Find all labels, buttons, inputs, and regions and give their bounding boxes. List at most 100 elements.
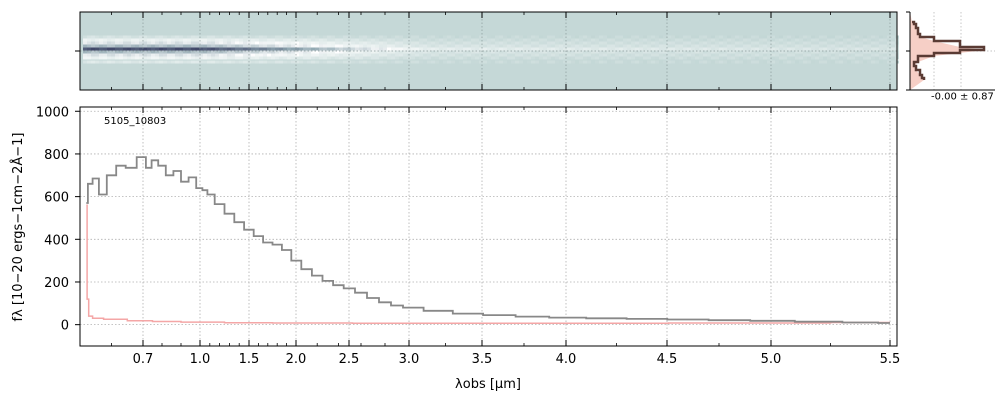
spectrum-2d-pixel xyxy=(263,50,267,54)
spectrum-2d-pixel xyxy=(807,41,811,45)
spectrum-2d-pixel xyxy=(839,38,843,42)
spectrum-2d-pixel xyxy=(539,41,543,45)
spectrum-2d-pixel xyxy=(95,41,99,45)
profile-fill xyxy=(910,12,984,90)
spectrum-2d-pixel xyxy=(243,35,247,39)
spectrum-2d-pixel xyxy=(415,50,419,54)
spectrum-2d-pixel xyxy=(727,47,731,51)
spectrum-2d-pixel xyxy=(487,47,491,51)
spectrum-2d-pixel xyxy=(711,35,715,39)
spectrum-2d-pixel xyxy=(163,53,167,57)
spectrum-2d-pixel xyxy=(123,53,127,57)
spectrum-2d-pixel xyxy=(187,35,191,39)
spectrum-2d-pixel xyxy=(675,44,679,48)
spectrum-2d-pixel xyxy=(279,56,283,60)
spectrum-2d-pixel xyxy=(551,53,555,57)
spectrum-2d-pixel xyxy=(311,44,315,48)
spectrum-2d-pixel xyxy=(747,47,751,51)
spectrum-2d-pixel xyxy=(563,47,567,51)
spectrum-2d-pixel xyxy=(151,60,155,64)
spectrum-2d-pixel xyxy=(343,38,347,42)
spectrum-2d-pixel xyxy=(831,38,835,42)
spectrum-2d-pixel xyxy=(175,50,179,54)
spectrum-2d-pixel xyxy=(627,41,631,45)
spectrum-2d-pixel xyxy=(807,60,811,64)
spectrum-2d-pixel xyxy=(127,38,131,42)
spectrum-2d-pixel xyxy=(703,44,707,48)
spectrum-2d-pixel xyxy=(531,47,535,51)
y-tick-label: 0 xyxy=(61,319,69,334)
spectrum-2d-pixel xyxy=(143,47,147,51)
spectrum-2d-pixel xyxy=(459,38,463,42)
spectrum-2d-pixel xyxy=(123,38,127,42)
spectrum-2d-pixel xyxy=(767,60,771,64)
spectrum-2d-pixel xyxy=(715,38,719,42)
spectrum-2d-pixel xyxy=(363,41,367,45)
spectrum-2d-pixel xyxy=(791,60,795,64)
spectrum-2d-pixel xyxy=(671,35,675,39)
spectrum-2d-pixel xyxy=(655,35,659,39)
spectrum-2d-pixel xyxy=(775,60,779,64)
spectrum-2d-pixel xyxy=(731,41,735,45)
spectrum-2d-pixel xyxy=(723,50,727,54)
spectrum-2d-pixel xyxy=(719,47,723,51)
spectrum-2d-pixel xyxy=(267,38,271,42)
spectrum-2d-pixel xyxy=(819,56,823,60)
spectrum-2d-pixel xyxy=(571,50,575,54)
spectrum-2d-pixel xyxy=(779,47,783,51)
spectrum-2d-pixel xyxy=(323,44,327,48)
spectrum-2d-pixel xyxy=(575,44,579,48)
spectrum-2d-pixel xyxy=(239,60,243,64)
spectrum-2d-pixel xyxy=(859,53,863,57)
spectrum-2d-pixel xyxy=(775,47,779,51)
spectrum-2d-pixel xyxy=(659,47,663,51)
spectrum-2d-pixel xyxy=(587,53,591,57)
spectrum-2d-pixel xyxy=(531,38,535,42)
spectrum-2d-pixel xyxy=(463,38,467,42)
spectrum-2d-pixel xyxy=(99,50,103,54)
spectrum-2d-pixel xyxy=(127,35,131,39)
spectrum-2d-pixel xyxy=(191,47,195,51)
spectrum-2d-pixel xyxy=(103,38,107,42)
spectrum-2d-pixel xyxy=(251,60,255,64)
spectrum-2d-pixel xyxy=(511,44,515,48)
spectrum-2d-pixel xyxy=(99,47,103,51)
spectrum-2d-pixel xyxy=(607,35,611,39)
spectrum-2d-pixel xyxy=(615,35,619,39)
spectrum-2d-pixel xyxy=(883,56,887,60)
spectrum-2d-pixel xyxy=(503,35,507,39)
spectrum-2d-pixel xyxy=(687,41,691,45)
spectrum-2d-pixel xyxy=(603,56,607,60)
spectrum-2d-pixel xyxy=(623,60,627,64)
spectrum-2d-pixel xyxy=(255,60,259,64)
spectrum-2d-pixel xyxy=(363,38,367,42)
spectrum-2d-pixel xyxy=(807,38,811,42)
spectrum-2d-pixel xyxy=(411,38,415,42)
x-tick-label: 1.5 xyxy=(239,352,260,367)
spectrum-2d-pixel xyxy=(871,60,875,64)
object-id-label: 5105_10803 xyxy=(104,116,166,127)
spectrum-2d-pixel xyxy=(627,38,631,42)
spectrum-2d-pixel xyxy=(227,44,231,48)
spectrum-2d-pixel xyxy=(387,60,391,64)
spectrum-2d-pixel xyxy=(243,53,247,57)
spectrum-2d-pixel xyxy=(527,60,531,64)
spectrum-2d-pixel xyxy=(575,50,579,54)
spectrum-2d-pixel xyxy=(643,44,647,48)
spectrum-2d-pixel xyxy=(491,60,495,64)
spectrum-2d-pixel xyxy=(663,56,667,60)
spectrum-2d-pixel xyxy=(871,53,875,57)
spectrum-1d-ticks xyxy=(75,107,891,346)
spectrum-2d-pixel xyxy=(263,38,267,42)
spectrum-2d-pixel xyxy=(827,50,831,54)
spectrum-2d-pixel xyxy=(535,47,539,51)
spectrum-2d-pixel xyxy=(127,56,131,60)
spectrum-2d-pixel xyxy=(491,47,495,51)
spectrum-2d-pixel xyxy=(759,53,763,57)
spectrum-2d-pixel xyxy=(547,60,551,64)
spectrum-2d-pixel xyxy=(871,47,875,51)
spectrum-2d-pixel xyxy=(619,41,623,45)
spectrum-2d-pixel xyxy=(443,44,447,48)
spectrum-2d-pixel xyxy=(859,56,863,60)
spectrum-2d-pixel xyxy=(171,56,175,60)
